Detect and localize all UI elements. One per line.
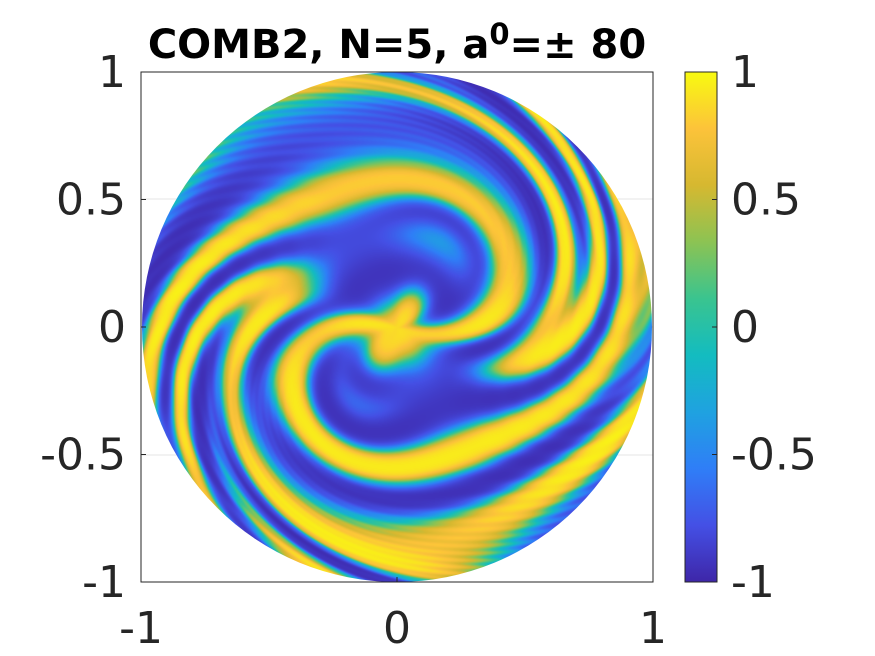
colorbar-tick-label: -0.5: [731, 430, 817, 481]
y-axis: 1 0.5 0 -0.5 -1: [40, 47, 146, 608]
plot-area: [140, 71, 654, 583]
x-tick-label: 0: [383, 603, 411, 654]
title-prefix: COMB2, N=5, a: [148, 22, 490, 68]
title-superscript: 0: [489, 17, 509, 51]
y-tick-label: 0.5: [56, 175, 126, 226]
y-tick-label: 1: [98, 47, 126, 98]
x-axis: -1 0 1: [119, 577, 667, 654]
colorbar-bar: [684, 71, 718, 583]
x-tick-label: -1: [119, 603, 163, 654]
colorbar-tick-label: -1: [731, 557, 775, 608]
chart-title: COMB2, N=5, a0=± 80: [148, 17, 646, 68]
colorbar-tick-label: 0.5: [731, 175, 801, 226]
colorbar-tick-label: 0: [731, 302, 759, 353]
x-tick-label: 1: [639, 603, 667, 654]
colorbar-tick-label: 1: [731, 47, 759, 98]
colorbar: 1 0.5 0 -0.5 -1: [684, 47, 817, 608]
y-tick-label: -1: [82, 557, 126, 608]
title-suffix: =± 80: [510, 22, 647, 68]
y-tick-label: 0: [98, 302, 126, 353]
heatmap-field: [142, 72, 652, 582]
y-tick-label: -0.5: [40, 430, 126, 481]
heatmap-image: [142, 72, 652, 582]
colorbar-ticks: 1 0.5 0 -0.5 -1: [712, 47, 817, 608]
